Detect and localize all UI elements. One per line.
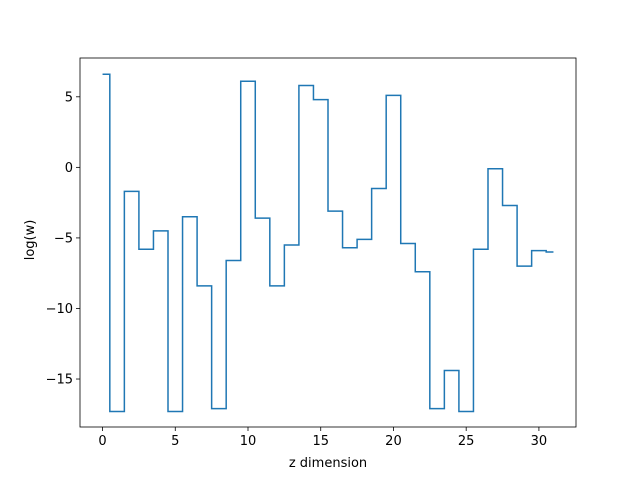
x-tick-label: 15 bbox=[312, 434, 329, 449]
x-axis: 0 5 10 15 20 25 30 bbox=[98, 427, 547, 449]
x-tick-label: 25 bbox=[458, 434, 475, 449]
y-tick-label: −5 bbox=[54, 231, 73, 246]
series-line-0 bbox=[102, 73, 554, 413]
y-axis: 5 0 −5 −10 −15 bbox=[46, 90, 80, 388]
x-tick-label: 30 bbox=[531, 434, 548, 449]
plot-frame bbox=[79, 57, 577, 428]
x-tick-label: 5 bbox=[171, 434, 179, 449]
y-tick-label: −15 bbox=[46, 373, 73, 388]
x-tick-label: 20 bbox=[385, 434, 402, 449]
y-tick-label: 0 bbox=[65, 161, 73, 176]
series-layer bbox=[102, 73, 554, 413]
x-tick-label: 10 bbox=[240, 434, 257, 449]
x-axis-label: z dimension bbox=[289, 456, 367, 471]
y-tick-label: 5 bbox=[65, 90, 73, 105]
y-axis-label: log(w) bbox=[23, 220, 38, 261]
plot-area bbox=[79, 57, 577, 428]
y-tick-label: −10 bbox=[46, 302, 73, 317]
x-tick-label: 0 bbox=[98, 434, 106, 449]
